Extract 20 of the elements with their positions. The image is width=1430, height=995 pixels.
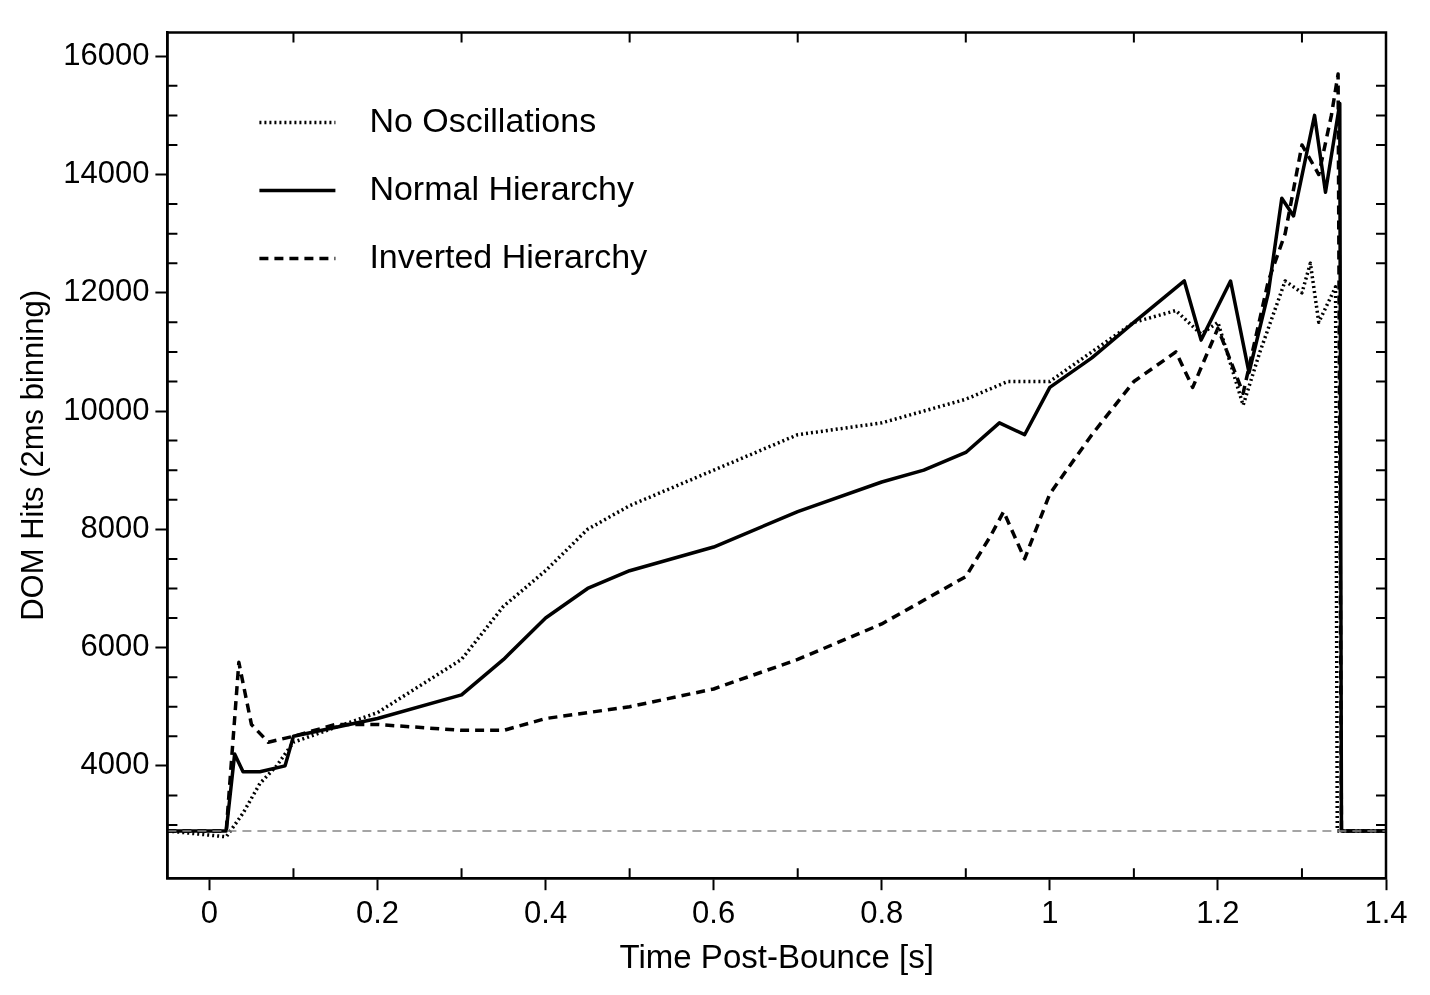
legend-label: No Oscillations — [369, 100, 597, 139]
y-tick-label: 8000 — [80, 509, 150, 545]
y-tick-label: 6000 — [80, 628, 150, 664]
x-tick-label: 0.8 — [860, 895, 904, 931]
x-tick-label: 1 — [1041, 895, 1059, 931]
y-tick-label: 14000 — [63, 155, 150, 191]
x-tick-label: 0.2 — [355, 895, 400, 931]
x-tick-label: 0.6 — [692, 895, 736, 931]
legend-label: Normal Hierarchy — [369, 168, 634, 207]
x-tick-label: 0 — [200, 895, 219, 931]
x-tick-label: 1.2 — [1196, 895, 1240, 931]
y-tick-label: 16000 — [63, 36, 150, 72]
x-tick-label: 1.4 — [1364, 895, 1408, 931]
y-tick-label: 10000 — [63, 391, 150, 427]
y-axis-title: DOM Hits (2ms binning) — [15, 290, 51, 621]
x-tick-label: 0.4 — [524, 895, 568, 931]
legend-label: Inverted Hierarchy — [369, 236, 648, 275]
x-axis-title: Time Post-Bounce [s] — [619, 938, 934, 976]
y-tick-label: 4000 — [80, 746, 150, 782]
y-tick-label: 12000 — [63, 273, 150, 309]
